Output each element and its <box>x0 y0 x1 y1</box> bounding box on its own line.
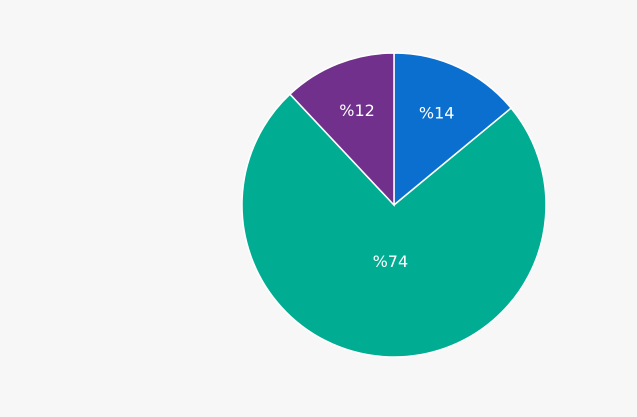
slice-label: %14 <box>419 104 455 123</box>
pie-slice <box>241 93 547 358</box>
slice-label: %74 <box>373 252 409 271</box>
slice-label: %12 <box>339 101 375 120</box>
pie-slice <box>393 52 513 207</box>
pie-slice <box>288 52 395 207</box>
